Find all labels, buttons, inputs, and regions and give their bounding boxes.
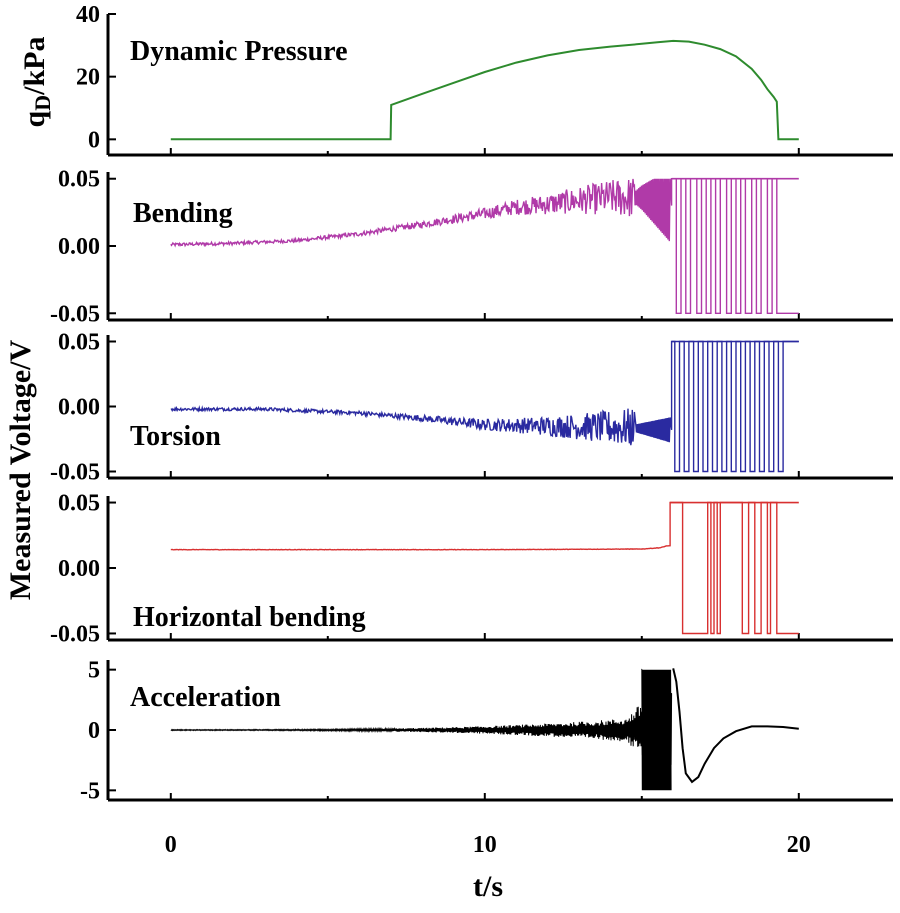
y-tick-label: 0.05: [58, 167, 100, 193]
y-tick-label: 0.05: [58, 491, 100, 517]
panel-label-horizontal: Horizontal bending: [133, 602, 366, 633]
pressure-y-axis-label: qD/kPa: [18, 37, 55, 128]
x-axis-title: t/s: [473, 870, 503, 903]
panel-pressure: 0 20 40 Dynamic Pressure qD/kPa: [18, 2, 893, 157]
series-line-torsion: [170, 340, 799, 473]
series-line-horizontal: [170, 501, 799, 635]
y-tick-label: 40: [76, 2, 100, 28]
y-tick-label: 0.00: [58, 234, 100, 260]
x-tick-label: 10: [473, 832, 497, 858]
series-line-acceleration-recovery: [672, 668, 799, 784]
y-tick-label: -0.05: [50, 621, 100, 647]
panel-label-pressure: Dynamic Pressure: [130, 36, 348, 67]
panel-acceleration: 5 0 -5 Acceleration: [80, 658, 893, 804]
y-tick-label: -0.05: [50, 301, 100, 327]
panel-label-torsion: Torsion: [130, 421, 221, 452]
y-tick-label: 0: [88, 127, 100, 153]
panel-label-acceleration: Acceleration: [130, 682, 281, 713]
y-tick-label: -0.05: [50, 460, 100, 486]
y-tick-label: 0.00: [58, 556, 100, 582]
x-tick-label: 0: [165, 832, 177, 858]
panel-horizontal: 0.05 0.00 -0.05 Horizontal bending: [50, 491, 893, 647]
panels-layer: 0 20 40 Dynamic Pressure qD/kPa 0.05 0.00 -0.05…: [18, 2, 893, 804]
series-line-pressure: [170, 39, 799, 141]
series-line-acceleration-oscillation: [170, 668, 673, 791]
y-tick-label: 0.05: [58, 330, 100, 356]
y-tick-label: 0.00: [58, 395, 100, 421]
shared-y-axis-label: Measured Voltage/V: [4, 340, 37, 601]
series-line-bending: [170, 178, 799, 314]
panel-label-bending: Bending: [133, 198, 233, 229]
panel-bending: 0.05 0.00 -0.05 Bending: [50, 167, 893, 327]
x-axis: 0 10 20: [165, 832, 811, 858]
x-tick-label: 20: [787, 832, 811, 858]
y-tick-label: 5: [88, 658, 100, 684]
panel-torsion: 0.05 0.00 -0.05 Torsion: [50, 330, 893, 486]
y-tick-label: -5: [80, 778, 100, 804]
y-tick-label: 20: [76, 65, 100, 91]
y-tick-label: 0: [88, 718, 100, 744]
